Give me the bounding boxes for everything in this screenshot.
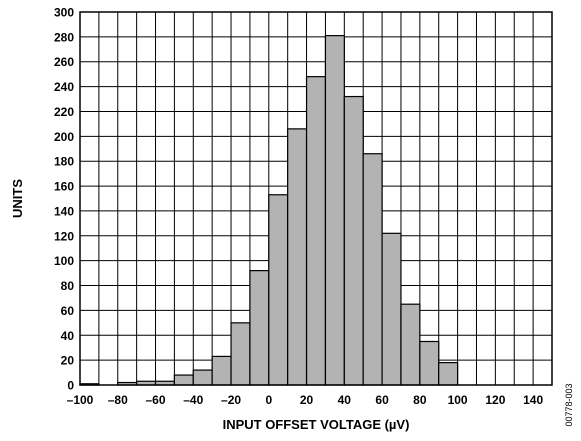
x-tick-label: 100 (448, 393, 468, 407)
histogram-bar (230, 322, 251, 386)
histogram-bar (305, 76, 327, 386)
x-tick-label: –80 (108, 393, 128, 407)
histogram-bar (419, 340, 440, 386)
x-tick-label: 20 (300, 393, 314, 407)
y-tick-label: 180 (54, 155, 74, 169)
histogram-bar (362, 153, 383, 386)
histogram-bar (249, 270, 270, 386)
x-tick-label: –100 (67, 393, 94, 407)
y-tick-label: 200 (54, 130, 74, 144)
y-tick-label: 120 (54, 229, 74, 243)
y-tick-label: 160 (54, 180, 74, 194)
x-tick-label: 140 (523, 393, 543, 407)
histogram-bar (287, 128, 308, 386)
y-tick-labels: 0 20 40 60 80 100 120 140 160 180 200 220 240 260 280 3… (54, 6, 74, 393)
y-tick-label: 20 (61, 354, 75, 368)
x-tick-label: 80 (413, 393, 427, 407)
y-tick-label: 220 (54, 105, 74, 119)
figure-code: 00778-003 (564, 383, 574, 426)
y-tick-label: 80 (61, 279, 75, 293)
y-axis-label: UNITS (10, 179, 25, 218)
histogram-bar (438, 362, 459, 386)
plot-frame (79, 11, 553, 386)
histogram-bar (173, 374, 194, 386)
x-tick-label: 60 (375, 393, 389, 407)
x-tick-label: 40 (338, 393, 352, 407)
y-tick-label: 0 (67, 379, 74, 393)
x-tick-label: –20 (221, 393, 241, 407)
histogram-bar (324, 35, 345, 386)
x-tick-label: 0 (265, 393, 272, 407)
x-tick-label: –40 (183, 393, 203, 407)
y-tick-label: 40 (61, 329, 75, 343)
y-tick-label: 240 (54, 80, 74, 94)
y-tick-label: 260 (54, 55, 74, 69)
x-tick-label: –60 (146, 393, 166, 407)
histogram-bar (381, 232, 402, 386)
y-tick-label: 300 (54, 6, 74, 20)
bars (79, 35, 459, 386)
y-tick-label: 60 (61, 304, 75, 318)
y-tick-label: 280 (54, 30, 74, 44)
histogram-bar (211, 355, 232, 386)
histogram-bar (192, 369, 213, 386)
histogram-bar (343, 95, 364, 386)
y-tick-label: 100 (54, 254, 74, 268)
x-axis-label: INPUT OFFSET VOLTAGE (µV) (223, 417, 410, 432)
x-tick-label: 120 (485, 393, 505, 407)
y-tick-label: 140 (54, 204, 74, 218)
x-tick-labels: –100 –80 –60 –40 –20 0 20 40 60 80 100 120 140 (67, 393, 544, 407)
histogram-bar (400, 303, 421, 386)
histogram-bar (268, 194, 289, 386)
